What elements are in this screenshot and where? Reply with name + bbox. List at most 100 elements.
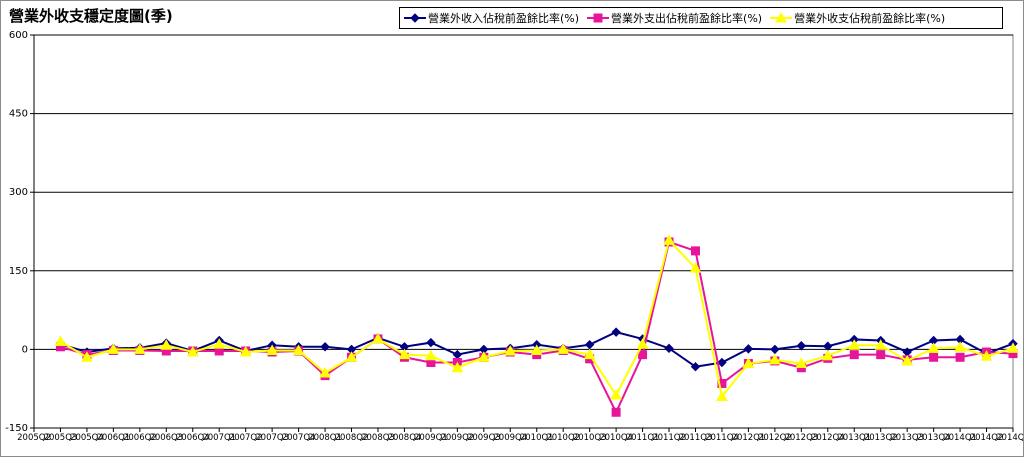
data-point <box>716 390 728 402</box>
data-point <box>451 361 464 373</box>
x-tick-label: 2012Q1 <box>732 433 766 443</box>
y-tick-label: 450 <box>9 109 28 120</box>
x-tick-label: 2010Q3 <box>573 433 607 443</box>
x-tick-label: 2008Q1 <box>308 433 342 443</box>
chart-title: 營業外收支穩定度圖(季) <box>9 7 173 25</box>
legend-label: 營業外支出佔稅前盈餘比率(%) <box>611 12 763 25</box>
data-point <box>636 338 649 349</box>
data-point <box>980 350 993 361</box>
data-point <box>410 13 420 23</box>
x-tick-label: 2009Q2 <box>440 433 474 443</box>
y-tick-label: 300 <box>9 187 28 198</box>
data-point <box>955 352 965 362</box>
data-point <box>372 332 384 344</box>
data-point <box>876 350 886 360</box>
data-point <box>689 262 702 273</box>
x-tick-label: 2006Q3 <box>149 433 183 443</box>
data-point <box>874 339 887 350</box>
x-tick-label: 2010Q1 <box>520 433 554 443</box>
data-point <box>477 351 490 362</box>
y-tick-label: 0 <box>22 344 28 355</box>
data-point <box>398 348 411 360</box>
series-line-3 <box>59 238 1014 399</box>
data-point <box>593 13 603 23</box>
data-point <box>796 341 807 351</box>
chart-legend: 營業外收入佔稅前盈餘比率(%) 營業外支出佔稅前盈餘比率(%) 營業外收支佔稅前盈餘… <box>399 7 1003 29</box>
data-point <box>638 350 648 360</box>
x-tick-label: 2011Q1 <box>626 433 660 443</box>
x-tick-label: 2009Q4 <box>493 433 527 443</box>
plot-area <box>33 34 1014 429</box>
data-point <box>425 349 437 361</box>
data-point <box>927 342 940 353</box>
data-point <box>292 344 305 355</box>
series-line-2 <box>60 240 1014 415</box>
x-tick-label: 2008Q3 <box>361 433 395 443</box>
data-point <box>213 338 226 349</box>
x-tick-label: 2005Q4 <box>70 433 104 443</box>
x-tick-label: 2012Q2 <box>758 433 792 443</box>
data-point <box>690 246 700 256</box>
data-point <box>239 345 252 357</box>
data-point <box>54 335 67 347</box>
data-point <box>611 327 621 337</box>
data-point <box>770 344 780 355</box>
legend-swatch <box>404 13 426 23</box>
data-point <box>929 352 939 362</box>
x-tick-label: 2009Q3 <box>467 433 501 443</box>
x-tick-label: 2006Q1 <box>97 433 131 443</box>
data-point <box>775 13 787 23</box>
legend-swatch <box>587 13 610 23</box>
x-tick-label: 2014Q1 <box>943 433 977 443</box>
x-tick-label: 2011Q3 <box>679 433 713 443</box>
x-tick-label: 2007Q1 <box>202 433 236 443</box>
legend-item: 營業外收支佔稅前盈餘比率(%) <box>770 10 945 26</box>
data-point <box>717 378 727 388</box>
legend-item: 營業外支出佔稅前盈餘比率(%) <box>587 10 762 26</box>
data-point <box>795 357 808 369</box>
data-point <box>557 343 570 354</box>
data-point <box>663 234 675 245</box>
x-tick-label: 2011Q2 <box>652 433 686 443</box>
x-tick-label: 2007Q4 <box>282 433 316 443</box>
x-tick-label: 2011Q4 <box>705 433 739 443</box>
y-tick-label: 600 <box>9 30 28 41</box>
data-point <box>133 343 146 354</box>
x-tick-label: 2012Q4 <box>811 433 845 443</box>
data-point <box>849 350 859 360</box>
data-point <box>319 366 331 378</box>
data-point <box>583 348 596 360</box>
legend-item: 營業外收入佔稅前盈餘比率(%) <box>404 10 579 26</box>
y-tick-label: 150 <box>9 266 28 277</box>
data-point <box>717 357 727 368</box>
data-point <box>954 341 966 352</box>
data-point <box>769 353 781 365</box>
data-point <box>664 343 674 354</box>
x-tick-label: 2010Q2 <box>546 433 580 443</box>
x-tick-label: 2008Q4 <box>388 433 422 443</box>
data-point <box>186 345 199 357</box>
data-point <box>81 351 93 362</box>
data-point <box>530 344 543 355</box>
x-tick-label: 2005Q2 <box>17 433 51 443</box>
data-point <box>742 357 755 369</box>
data-point <box>743 344 754 354</box>
data-point <box>584 339 595 350</box>
legend-label: 營業外收支佔稅前盈餘比率(%) <box>794 12 946 25</box>
x-tick-label: 2008Q2 <box>335 433 369 443</box>
data-point <box>848 339 861 350</box>
data-point <box>901 354 914 366</box>
x-tick-label: 2014Q3 <box>996 433 1023 443</box>
x-tick-label: 2013Q3 <box>890 433 924 443</box>
data-point <box>1007 342 1019 353</box>
data-point <box>690 361 701 372</box>
x-tick-label: 2012Q3 <box>784 433 818 443</box>
data-point <box>266 344 278 355</box>
x-tick-label: 2014Q2 <box>970 433 1004 443</box>
data-point <box>611 407 621 417</box>
x-tick-label: 2009Q1 <box>414 433 448 443</box>
data-point <box>345 351 358 362</box>
legend-label: 營業外收入佔稅前盈餘比率(%) <box>428 12 580 25</box>
